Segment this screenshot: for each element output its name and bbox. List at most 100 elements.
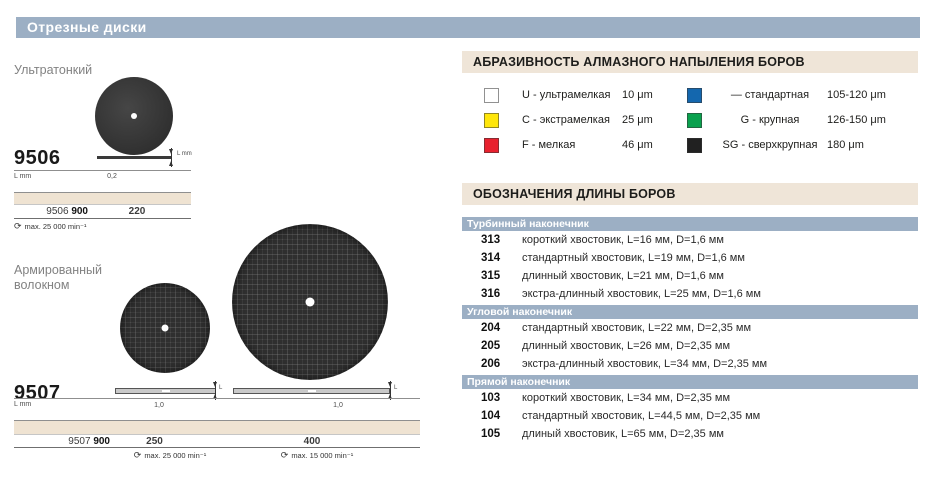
table-line bbox=[14, 204, 191, 205]
grit-value: 105-120 μm bbox=[827, 89, 886, 101]
length-row: 313 короткий хвостовик, L=16 мм, D=1,6 м… bbox=[462, 231, 918, 249]
table-line bbox=[14, 447, 420, 448]
grit-value: 10 μm bbox=[622, 89, 653, 101]
catalog-number: 9507 bbox=[68, 436, 91, 447]
grit-label: SG - сверхкрупная bbox=[722, 139, 818, 151]
catalog-number: 9506 bbox=[46, 206, 69, 217]
grit-label: G - крупная bbox=[740, 114, 800, 126]
grit-value: 126-150 μm bbox=[827, 114, 886, 126]
bur-lengths-list: Турбинный наконечник 313 короткий хвосто… bbox=[462, 217, 918, 443]
length-desc: стандартный хвостовик, L=19 мм, D=1,6 мм bbox=[522, 252, 745, 264]
length-row: 103 короткий хвостовик, L=34 мм, D=2,35 … bbox=[462, 389, 918, 407]
length-row: 316 экстра-длинный хвостовик, L=25 мм, D… bbox=[462, 285, 918, 303]
length-row: 105 длиный хвостовик, L=65 мм, D=2,35 мм bbox=[462, 425, 918, 443]
length-desc: короткий хвостовик, L=16 мм, D=1,6 мм bbox=[522, 234, 724, 246]
diameter-value: 220 bbox=[128, 206, 146, 217]
length-code: 204 bbox=[481, 322, 501, 334]
length-desc: короткий хвостовик, L=34 мм, D=2,35 мм bbox=[522, 392, 731, 404]
grit-swatch bbox=[687, 113, 702, 128]
rotation-icon: ⟳ bbox=[133, 450, 142, 460]
type-label-line2: волокном bbox=[14, 278, 70, 292]
grit-value: 46 μm bbox=[622, 139, 653, 151]
thickness-value: 1,0 bbox=[154, 402, 164, 409]
dimension-arrow bbox=[388, 381, 392, 400]
length-code: 105 bbox=[481, 428, 501, 440]
page-title-bar: Отрезные диски bbox=[16, 17, 920, 38]
disc-9507-small-image bbox=[120, 283, 210, 373]
dimension-arrow bbox=[213, 381, 217, 400]
length-code: 103 bbox=[481, 392, 501, 404]
length-code: 316 bbox=[481, 288, 501, 300]
length-row: 205 длинный хвостовик, L=26 мм, D=2,35 м… bbox=[462, 337, 918, 355]
length-row: 206 экстра-длинный хвостовик, L=34 мм, D… bbox=[462, 355, 918, 373]
thickness-value: 0,2 bbox=[107, 173, 117, 180]
product-9506-code: 9506 bbox=[14, 147, 61, 169]
grit-swatch bbox=[484, 88, 499, 103]
disc-center-hole bbox=[305, 297, 315, 307]
table-line bbox=[14, 218, 191, 219]
series-number: 900 bbox=[71, 206, 88, 217]
abrasiveness-legend: U - ультрамелкая 10 μm C - экстрамелкая … bbox=[462, 87, 918, 157]
length-desc: экстра-длинный хвостовик, L=34 мм, D=2,3… bbox=[522, 358, 768, 370]
length-row: 314 стандартный хвостовик, L=19 мм, D=1,… bbox=[462, 249, 918, 267]
product-9507-type-label: Армированный волокном bbox=[14, 263, 102, 293]
table-line bbox=[14, 192, 191, 193]
max-speed: ⟳ max. 25 000 min⁻¹ bbox=[14, 221, 87, 232]
divider bbox=[14, 170, 191, 171]
table-line bbox=[14, 434, 420, 435]
grit-swatch bbox=[687, 138, 702, 153]
diameter-value: 400 bbox=[303, 436, 321, 447]
max-speed: ⟳ max. 25 000 min⁻¹ bbox=[118, 450, 222, 461]
max-speed-text: max. 25 000 min⁻¹ bbox=[144, 451, 207, 460]
divider bbox=[14, 398, 420, 399]
center-hole-notch bbox=[161, 390, 170, 392]
dimension-label: L bbox=[219, 385, 223, 391]
grit-swatch bbox=[687, 88, 702, 103]
length-desc: стандартный хвостовик, L=44,5 мм, D=2,35… bbox=[522, 410, 761, 422]
dimension-label: L bbox=[394, 385, 398, 391]
length-code: 314 bbox=[481, 252, 501, 264]
length-code: 205 bbox=[481, 340, 501, 352]
disc-9507-large-image bbox=[232, 224, 388, 380]
length-code: 104 bbox=[481, 410, 501, 422]
page-title: Отрезные диски bbox=[27, 19, 147, 35]
diameter-value: 250 bbox=[146, 436, 163, 447]
grit-swatch bbox=[484, 138, 499, 153]
table-row: 9506 900 bbox=[14, 206, 88, 217]
table-band bbox=[14, 193, 191, 204]
table-line bbox=[14, 420, 420, 421]
length-desc: длинный хвостовик, L=26 мм, D=2,35 мм bbox=[522, 340, 731, 352]
l-mm-label: L mm bbox=[14, 173, 32, 180]
grit-value: 180 μm bbox=[827, 139, 864, 151]
grit-value: 25 μm bbox=[622, 114, 653, 126]
abrasiveness-section-title: АБРАЗИВНОСТЬ АЛМАЗНОГО НАПЫЛЕНИЯ БОРОВ bbox=[462, 51, 918, 73]
dimension-label: L mm bbox=[177, 151, 192, 157]
max-speed-text: max. 15 000 min⁻¹ bbox=[291, 451, 354, 460]
length-desc: длиный хвостовик, L=65 мм, D=2,35 мм bbox=[522, 428, 724, 440]
series-number: 900 bbox=[93, 436, 110, 447]
disc-9506-image bbox=[95, 77, 173, 155]
rotation-icon: ⟳ bbox=[280, 450, 289, 460]
disc-9507-250-side-view bbox=[115, 388, 216, 394]
thickness-value: 1,0 bbox=[333, 402, 343, 409]
bur-lengths-section-title: ОБОЗНАЧЕНИЯ ДЛИНЫ БОРОВ bbox=[462, 183, 918, 205]
length-code: 315 bbox=[481, 270, 501, 282]
grit-swatch bbox=[484, 113, 499, 128]
rotation-icon: ⟳ bbox=[14, 221, 22, 231]
product-9506-type-label: Ультратонкий bbox=[14, 63, 93, 77]
table-band bbox=[14, 421, 420, 434]
disc-center-hole bbox=[161, 324, 169, 332]
center-hole-notch bbox=[307, 390, 316, 392]
group-header-angle: Угловой наконечник bbox=[462, 305, 918, 319]
length-code: 206 bbox=[481, 358, 501, 370]
disc-9507-400-side-view bbox=[233, 388, 390, 394]
l-mm-label: L mm bbox=[14, 401, 32, 408]
group-header-straight: Прямой наконечник bbox=[462, 375, 918, 389]
disc-center-hole bbox=[131, 113, 137, 119]
group-header-turbine: Турбинный наконечник bbox=[462, 217, 918, 231]
grit-label: U - ультрамелкая bbox=[522, 89, 611, 101]
max-speed-text: max. 25 000 min⁻¹ bbox=[24, 222, 87, 231]
length-code: 313 bbox=[481, 234, 501, 246]
grit-label: C - экстрамелкая bbox=[522, 114, 610, 126]
